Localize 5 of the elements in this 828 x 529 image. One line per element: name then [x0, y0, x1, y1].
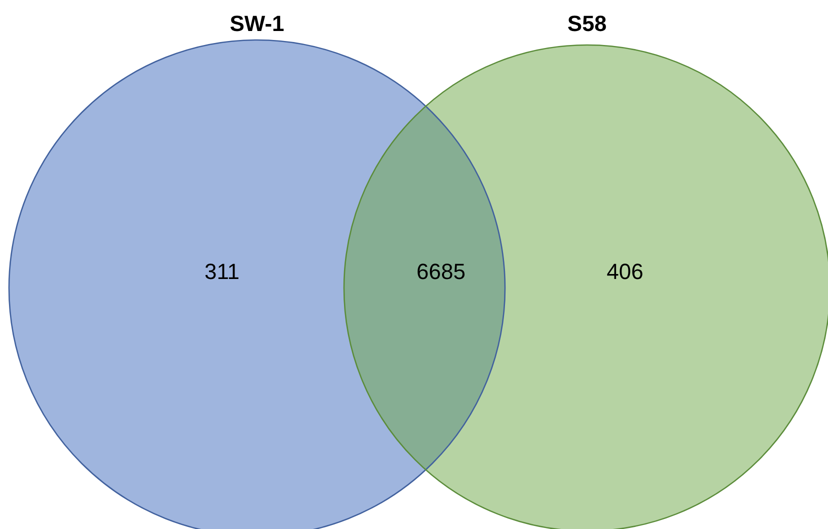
text: S58	[567, 11, 607, 36]
data-label: 406	[606, 259, 644, 284]
data-label: 311	[204, 259, 240, 284]
text: SW-1	[230, 11, 284, 36]
data-label: 6685	[416, 259, 466, 284]
